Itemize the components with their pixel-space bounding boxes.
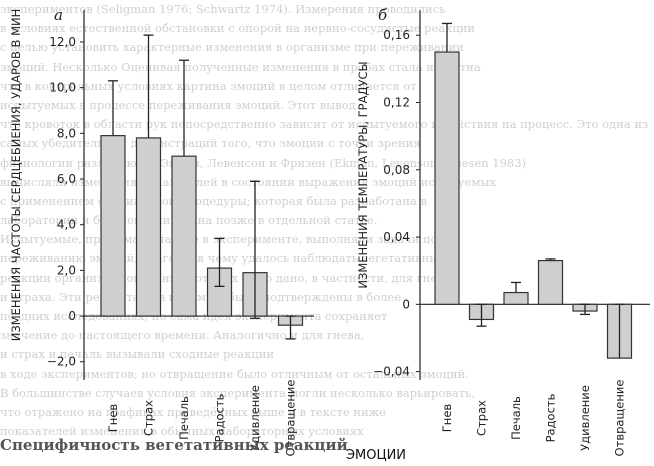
bar <box>100 135 126 317</box>
y-tick-label: 0 <box>68 309 76 323</box>
category-label: Отвращение <box>284 380 298 457</box>
y-tick-label: 4,0 <box>57 218 76 232</box>
background-text-line: физиологии различаются Экман, Левенсон и… <box>0 155 527 170</box>
category-label: Гнев <box>440 404 454 433</box>
y-tick-label: 0 <box>402 297 410 311</box>
background-text-line: с целью установить характерные изменения… <box>0 40 464 55</box>
y-tick-label: 0,08 <box>383 163 410 177</box>
background-text-line: В большинстве случаев условия эксперимен… <box>0 385 475 400</box>
y-tick-label: 8,0 <box>57 126 76 140</box>
category-label: Отвращение <box>613 380 627 457</box>
panel-temperature: б 0,16 0,12 0,08 0,04 0 −0,04 ИЗМЕНЕНИЯ ТЕМПЕРА… <box>356 6 650 456</box>
category-label: Страх <box>142 400 156 436</box>
category-label: Печаль <box>177 396 191 440</box>
category-label: Удивление <box>578 385 592 451</box>
panel-letter: а <box>54 6 63 24</box>
category-label: Удивление <box>248 385 262 451</box>
background-text-line: эмоций. Несколько Оценивая полученные из… <box>0 59 481 74</box>
category-label: Печаль <box>509 396 523 440</box>
y-axis-label: ИЗМЕНЕНИЯ ЧАСТОТЫ СЕРДЦЕБИЕНИЯ, УДАРОВ В… <box>9 9 23 341</box>
background-text-line: и страх и печаль вызывали сходные реакци… <box>0 347 275 362</box>
y-tick-label: 10,0 <box>49 81 76 95</box>
y-tick-label: 2,0 <box>57 263 76 277</box>
y-tick-label: 0,12 <box>383 96 410 110</box>
background-text-line: в условиях естественной обстановки с опо… <box>0 21 476 36</box>
background-text-line: и страха. Эти результаты в целом не были… <box>0 289 402 304</box>
category-label: Страх <box>475 400 489 436</box>
y-tick-label: 6,0 <box>57 172 76 186</box>
panel-letter: б <box>378 6 388 24</box>
bar <box>434 51 460 305</box>
y-tick-label: −2,0 <box>47 355 76 369</box>
bar <box>135 137 162 317</box>
category-label: Радость <box>544 393 558 442</box>
panel-heart-rate: а 12,0 10,0 8,0 6,0 4,0 2,0 0 −2,0 ИЗМЕНЕНИЯ ЧАСТ… <box>9 6 314 456</box>
background-text-line: в ходе экспериментов; но отвращение было… <box>0 366 469 381</box>
background-text-line: экспериментов (Seligman 1976; Schwartz 1… <box>0 2 446 16</box>
category-label: Гнев <box>106 404 120 433</box>
y-tick-label: −0,04 <box>373 365 410 379</box>
figure-caption: Специфичность вегетативных реакций <box>0 436 348 454</box>
category-label: Радость <box>213 393 227 442</box>
background-text-line: значение до настоящего времени. Аналогич… <box>0 328 365 343</box>
background-text-line: что кровоток в области рук непосредствен… <box>0 117 649 132</box>
background-text-line: что отражено на графиках приведённых выш… <box>0 404 386 419</box>
bar <box>537 259 564 305</box>
x-axis-label: ЭМОЦИИ <box>346 448 406 463</box>
background-text-line: испытуемых в процессе переживания эмоций… <box>0 97 356 112</box>
y-tick-label: 0,04 <box>383 230 410 244</box>
bar <box>171 155 197 317</box>
background-text-line: показателей изменения в обычных лаборато… <box>0 424 364 439</box>
y-tick-label: 12,0 <box>49 35 76 49</box>
y-tick-label: 0,16 <box>383 28 410 42</box>
bar <box>503 291 529 305</box>
y-axis-label: ИЗМЕНЕНИЯ ТЕМПЕРАТУРЫ, ГРАДУСЫ <box>356 61 370 288</box>
background-text-line: что в контрольных условиях картина эмоци… <box>0 78 417 93</box>
